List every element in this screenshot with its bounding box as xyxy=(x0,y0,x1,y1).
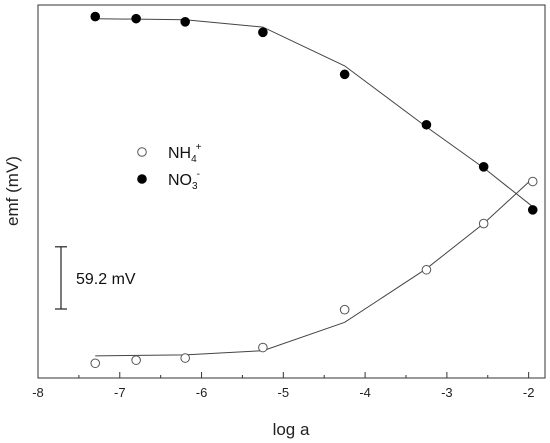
plot-frame xyxy=(37,4,546,379)
x-tick-label: -3 xyxy=(441,385,453,400)
data-point-nh xyxy=(131,355,141,365)
x-tick-label: -7 xyxy=(114,385,126,400)
legend: NH4+ NO3- xyxy=(137,142,202,192)
data-point-no xyxy=(527,205,538,215)
legend-marker xyxy=(137,147,147,157)
x-tick-label: -4 xyxy=(359,385,371,400)
data-point-nh xyxy=(339,304,350,315)
x-tick-label: -5 xyxy=(278,385,290,400)
data-point-no xyxy=(478,162,489,172)
data-point-nh xyxy=(527,176,538,187)
fit-line-nh xyxy=(95,178,534,357)
data-point-no xyxy=(258,27,268,38)
fit-lines xyxy=(95,18,534,357)
x-tick-label: -8 xyxy=(32,385,44,400)
data-point-no xyxy=(421,119,432,130)
x-axis-ticks: -8 -7 -6 -5 -4 -3 -2 xyxy=(32,372,534,400)
scale-bar: 59.2 mV xyxy=(55,246,136,310)
data-point-nh xyxy=(180,353,190,363)
data-point-nh xyxy=(258,342,268,353)
data-point-no xyxy=(339,69,350,80)
legend-marker xyxy=(137,174,147,184)
scale-bar-label: 59.2 mV xyxy=(76,271,136,288)
data-point-no xyxy=(180,17,190,27)
data-point-nh xyxy=(90,358,101,369)
x-tick-label: -6 xyxy=(196,385,208,400)
data-point-nh xyxy=(478,218,489,229)
data-points xyxy=(90,11,538,369)
legend-label: NO3- xyxy=(168,169,200,192)
fit-line-no xyxy=(95,18,534,208)
y-axis-title: emf (mV) xyxy=(3,156,22,226)
x-tick-label: -2 xyxy=(523,385,535,400)
legend-label: NH4+ xyxy=(168,142,202,165)
data-point-no xyxy=(131,13,141,24)
data-point-no xyxy=(90,11,101,22)
x-axis-title: log a xyxy=(273,420,310,439)
data-point-nh xyxy=(421,264,432,275)
